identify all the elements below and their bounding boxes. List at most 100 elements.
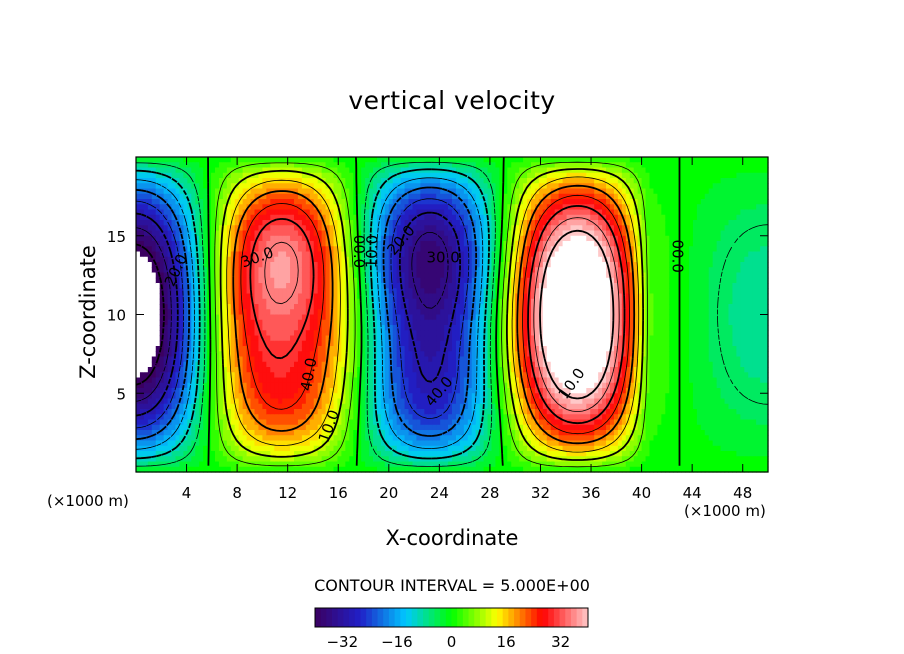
chart-title: vertical velocity: [348, 86, 556, 115]
colorbar-tick-label: −32: [326, 633, 358, 651]
contour-fill: [136, 157, 769, 473]
contour-label: 00.0: [350, 235, 368, 268]
colorbar-tick-label: 0: [447, 633, 457, 651]
colorbar-swatch: [406, 608, 413, 627]
colorbar-swatch: [440, 608, 447, 627]
contour-line: [207, 156, 681, 466]
colorbar-swatch: [434, 608, 441, 627]
x-axis-label: X-coordinate: [385, 526, 519, 550]
colorbar-swatch: [394, 608, 401, 627]
colorbar-swatch: [485, 608, 492, 627]
x-tick-label: 44: [683, 484, 702, 502]
colorbar-swatch: [411, 608, 418, 627]
colorbar-swatch: [349, 608, 356, 627]
colorbar-swatch: [525, 608, 532, 627]
contour-label: 30.0: [426, 248, 459, 266]
colorbar-swatch: [371, 608, 378, 627]
contour-line: [226, 176, 640, 453]
colorbar-swatch: [326, 608, 333, 627]
colorbar-swatch: [548, 608, 555, 627]
contour-interval-text: CONTOUR INTERVAL = 5.000E+00: [314, 576, 590, 595]
colorbar-swatch: [332, 608, 339, 627]
x-tick-label: 4: [182, 484, 192, 502]
colorbar-swatch: [531, 608, 538, 627]
colorbar-swatch: [502, 608, 509, 627]
colorbar-swatch: [388, 608, 396, 627]
z-tick-label: 10: [107, 307, 126, 325]
z-unit-label: (×1000 m): [47, 492, 129, 510]
colorbar-swatch: [462, 608, 469, 627]
colorbar-tick-label: −16: [381, 633, 413, 651]
x-tick-label: 16: [329, 484, 348, 502]
x-unit-label: (×1000 m): [684, 502, 766, 520]
x-tick-label: 20: [379, 484, 398, 502]
contour-line: [135, 168, 490, 460]
colorbar-swatch: [576, 608, 583, 627]
colorbar-swatch: [553, 608, 560, 627]
contour-line: [135, 177, 484, 450]
colorbar-swatch: [354, 608, 361, 627]
colorbar-swatch: [491, 608, 498, 627]
y-axis-label: Z-coordinate: [76, 245, 100, 379]
contour-line: [135, 227, 449, 402]
x-tick-label: 40: [632, 484, 651, 502]
colorbar-swatch: [320, 608, 327, 627]
colorbar-swatch: [514, 608, 521, 627]
colorbar-swatch: [315, 608, 322, 627]
x-tick-label: 48: [733, 484, 752, 502]
colorbar-swatch: [474, 608, 481, 627]
colorbar-swatch: [377, 608, 384, 627]
colorbar-swatch: [508, 608, 515, 627]
colorbar-swatch: [468, 608, 475, 627]
contour-label: 40.0: [297, 356, 321, 392]
colorbar-swatch: [457, 608, 464, 627]
colorbar: −32 −16 0 16 32: [314, 607, 589, 651]
x-axis: 4 8 12 16 20 24 28 32 36 40 44 48: [182, 157, 752, 502]
contour-line: [135, 186, 478, 440]
colorbar-swatch: [479, 608, 487, 627]
colorbar-tick-label: 16: [497, 633, 516, 651]
colorbar-swatch: [451, 608, 458, 627]
z-tick-label: 5: [116, 385, 126, 403]
z-axis: 5 10 15: [107, 228, 768, 403]
colorbar-frame: [314, 607, 589, 628]
contour-line: [135, 243, 165, 386]
contour-line: [240, 194, 630, 435]
colorbar-swatch: [445, 608, 452, 627]
colorbar-swatch: [565, 608, 572, 627]
colorbar-swatch: [400, 608, 407, 627]
contour-lines: [135, 156, 769, 468]
colorbar-swatch: [383, 608, 390, 627]
contour-line: [539, 229, 615, 400]
colorbar-swatch: [570, 608, 578, 627]
colorbar-swatch: [337, 608, 344, 627]
colorbar-swatch: [519, 608, 526, 627]
z-tick-label: 15: [107, 228, 126, 246]
colorbar-tick-label: 32: [551, 633, 570, 651]
x-tick-label: 32: [531, 484, 550, 502]
contour-line: [135, 211, 461, 417]
colorbar-swatch: [428, 608, 435, 627]
colorbar-swatch: [536, 608, 543, 627]
colorbar-swatch: [366, 608, 373, 627]
contour-line: [214, 161, 648, 468]
x-tick-label: 28: [480, 484, 499, 502]
colorbar-swatch: [542, 608, 549, 627]
colorbar-swatch: [497, 608, 504, 627]
colorbar-swatch: [423, 608, 430, 627]
colorbar-swatch: [360, 608, 367, 627]
colorbar-swatch: [582, 608, 589, 627]
contour-line: [264, 217, 620, 412]
x-tick-label: 24: [430, 484, 449, 502]
contour-line: [135, 161, 769, 467]
x-tick-label: 12: [278, 484, 297, 502]
contour-line: [249, 205, 626, 425]
contour-label: 00.0: [668, 240, 686, 273]
x-tick-label: 36: [581, 484, 600, 502]
x-tick-label: 8: [232, 484, 242, 502]
colorbar-swatch: [417, 608, 424, 627]
colorbar-swatch: [559, 608, 566, 627]
contour-line: [232, 184, 636, 445]
colorbar-swatch: [343, 608, 350, 627]
